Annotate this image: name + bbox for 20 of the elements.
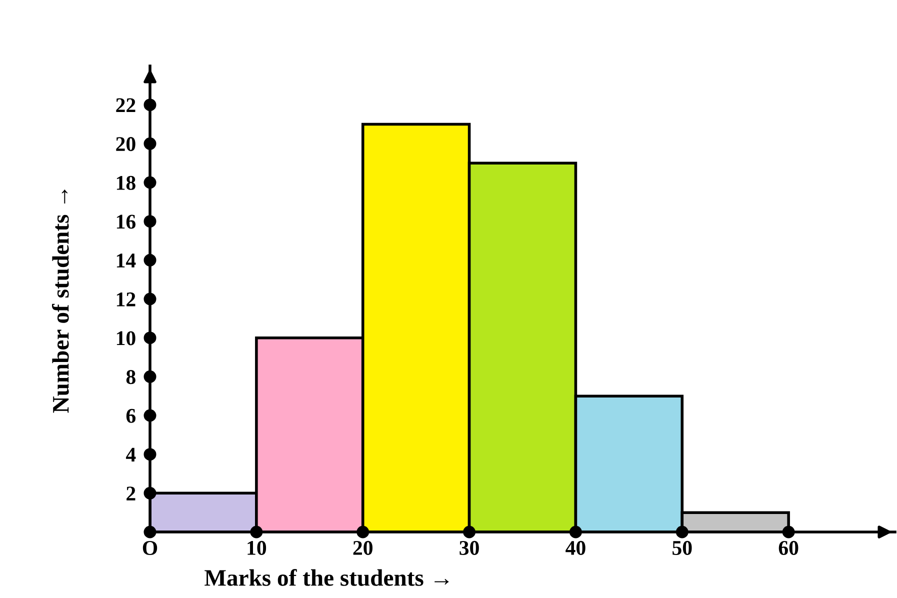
y-tick-label: 8	[126, 370, 136, 384]
y-tick-label: 12	[116, 292, 136, 306]
y-tick-label: 16	[116, 214, 136, 229]
y-tick-label: 20	[116, 137, 136, 152]
x-tick-label: 20	[353, 540, 372, 555]
y-tick-label: 4	[126, 448, 136, 462]
y-tick-label: 10	[116, 331, 136, 346]
y-tick-label: 14	[116, 254, 136, 268]
y-tick-label: 2	[126, 486, 136, 500]
y-tick-label: 18	[116, 176, 136, 190]
y-axis-title: Number of students →	[52, 190, 69, 413]
x-tick-label: 60	[778, 540, 798, 555]
x-axis-title: Marks of the students →	[204, 569, 449, 586]
y-tick-label: 6	[126, 408, 136, 423]
x-tick-label: 50	[672, 540, 692, 555]
y-tick-label: 22	[116, 98, 136, 112]
x-tick-label: 30	[460, 540, 479, 555]
x-tick-label: 40	[566, 540, 586, 555]
x-tick-label: 10	[248, 540, 266, 555]
x-tick-label: O	[142, 540, 158, 555]
